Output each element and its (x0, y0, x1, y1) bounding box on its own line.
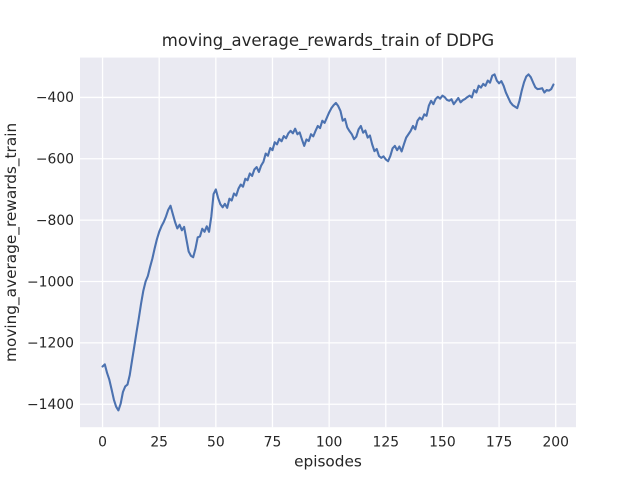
y-axis-tick-labels: −400 −600 −800 −1000 −1200 −1400 (27, 90, 74, 413)
x-tick-label-175: 175 (486, 435, 513, 451)
x-tick-label-0: 0 (98, 435, 107, 451)
y-tick-label-−1200: −1200 (27, 336, 74, 352)
x-tick-label-150: 150 (429, 435, 456, 451)
x-axis-label: episodes (294, 453, 362, 471)
plot-area (80, 57, 576, 428)
x-axis-tick-labels: 0 25 50 75 100 125 150 175 200 (98, 435, 569, 451)
y-tick-label-−1000: −1000 (27, 274, 74, 290)
y-axis-label: moving_average_rewards_train (2, 123, 21, 362)
data-series-line (101, 73, 555, 412)
x-tick-label-25: 25 (150, 435, 168, 451)
x-tick-label-200: 200 (542, 435, 569, 451)
chart-title: moving_average_rewards_train of DDPG (162, 31, 494, 51)
x-tick-label-125: 125 (373, 435, 400, 451)
x-tick-label-100: 100 (316, 435, 343, 451)
y-tick-label-−600: −600 (36, 152, 74, 168)
y-tick-label-−1400: −1400 (27, 397, 74, 413)
x-tick-label-75: 75 (264, 435, 282, 451)
x-tick-label-50: 50 (207, 435, 225, 451)
y-tick-label-−400: −400 (36, 90, 74, 106)
y-tick-label-−800: −800 (36, 213, 74, 229)
gridlines (80, 57, 576, 428)
